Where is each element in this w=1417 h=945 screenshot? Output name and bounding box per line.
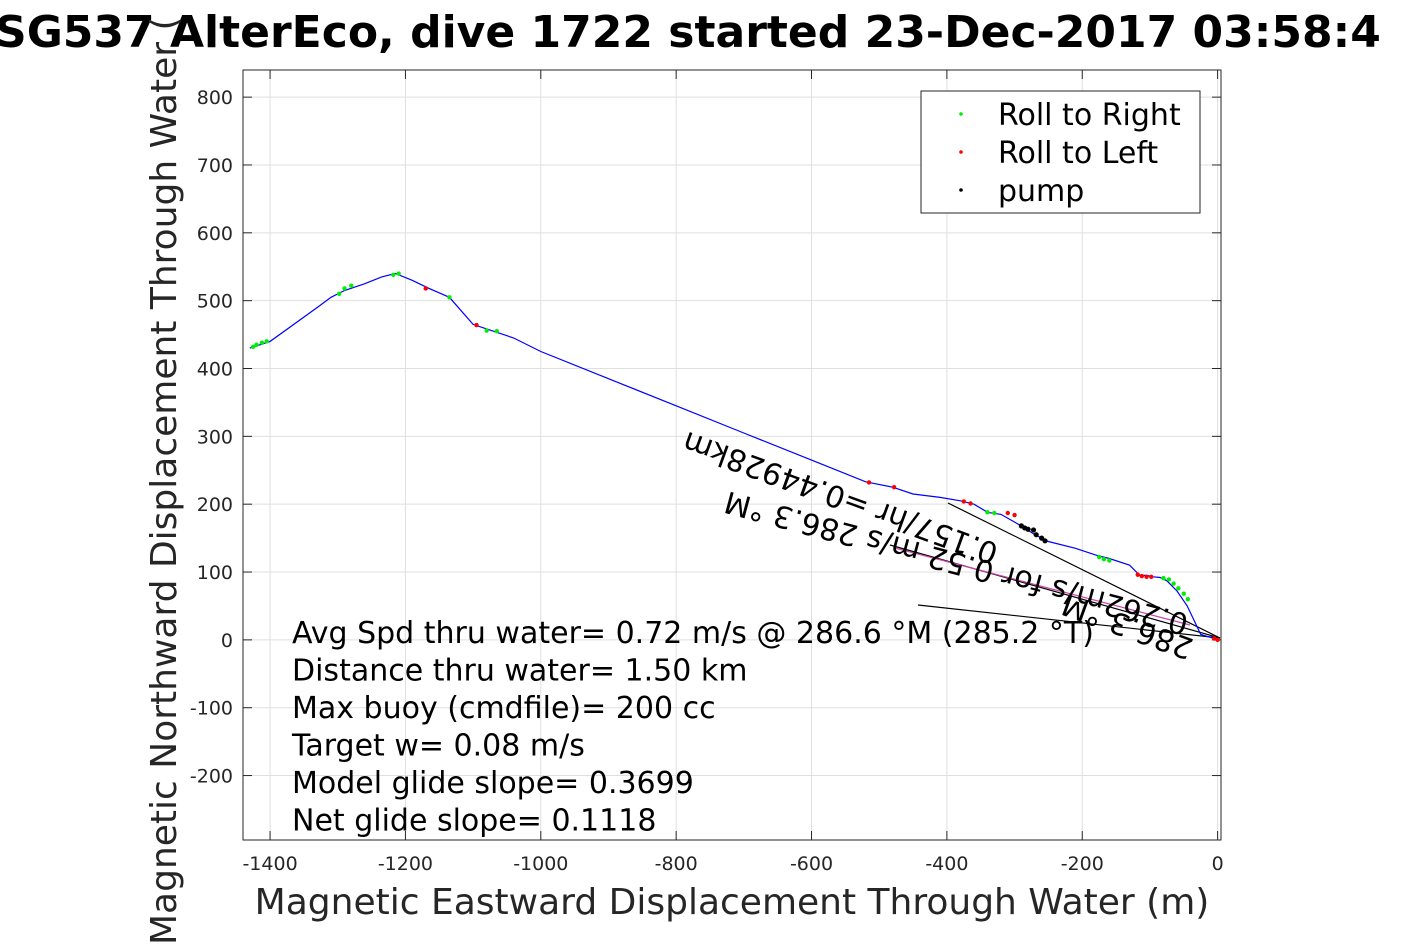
plot-area-frame <box>242 69 1222 841</box>
pump-point <box>1030 527 1037 533</box>
summary-line: Model glide slope= 0.3699 <box>292 766 694 801</box>
summary-annotations: Avg Spd thru water= 0.72 m/s @ 286.6 °M … <box>291 616 1094 839</box>
y-tick-label: 400 <box>197 359 233 381</box>
y-tick-label: 600 <box>197 223 233 245</box>
roll-right-point <box>985 510 990 515</box>
summary-line: Net glide slope= 0.1118 <box>292 804 656 839</box>
roll-right-point <box>250 344 256 349</box>
roll-right-point <box>396 271 401 276</box>
y-tick-label: 200 <box>197 494 233 516</box>
legend-box <box>920 90 1201 214</box>
roll-right-point <box>1107 558 1112 563</box>
legend-marker-roll-right <box>959 112 963 116</box>
axis-ticks: -1400 -1200 -1000 -800 -600 -400 -200 0-200-100… <box>190 70 1224 875</box>
summary-line: Max buoy (cmdfile)= 200 cc <box>292 691 716 726</box>
roll-left-point <box>866 480 872 485</box>
y-tick-label: 100 <box>197 562 233 584</box>
roll-right-point <box>447 295 452 300</box>
pump-point <box>1025 526 1031 532</box>
legend-marker-roll-left <box>959 150 963 154</box>
chart-title: SG537 AlterEco, dive 1722 started 23-Dec… <box>0 7 1381 58</box>
roll-right-point <box>254 342 259 347</box>
roll-left-point <box>1215 637 1220 643</box>
track-markers <box>250 271 1220 643</box>
glide-vectors <box>889 502 1221 639</box>
roll-right-point <box>342 286 347 291</box>
roll-right-point <box>1181 591 1186 596</box>
x-tick-label: -1400 <box>242 853 297 875</box>
roll-left-point <box>961 499 967 504</box>
y-tick-label: 300 <box>197 426 233 448</box>
x-tick-label: -200 <box>1061 853 1104 875</box>
y-tick-label: 500 <box>197 291 233 313</box>
vector-line-upper <box>947 502 1221 639</box>
roll-left-point <box>1139 573 1145 579</box>
roll-right-point <box>259 340 265 345</box>
roll-left-point <box>1135 572 1140 577</box>
summary-line: Distance thru water= 1.50 km <box>292 654 747 689</box>
roll-right-point <box>484 328 489 333</box>
roll-left-point <box>1144 574 1149 579</box>
x-tick-label: -400 <box>925 853 968 875</box>
y-tick-label: 700 <box>197 155 233 177</box>
roll-right-point <box>992 510 997 516</box>
roll-right-point <box>1166 577 1172 582</box>
x-tick-label: 0 <box>1212 853 1224 875</box>
roll-left-point <box>1005 510 1011 516</box>
x-tick-label: -800 <box>655 853 698 875</box>
roll-left-point <box>1149 574 1154 579</box>
roll-right-point <box>1096 554 1102 560</box>
pump-point <box>1042 538 1048 544</box>
roll-right-point <box>349 283 354 288</box>
legend: Roll to Right Roll to Left pump <box>920 90 1201 214</box>
roll-left-point <box>968 501 973 506</box>
roll-right-point <box>1161 575 1166 581</box>
y-tick-label: -100 <box>190 698 233 720</box>
vector-line-lower <box>917 604 1221 639</box>
legend-label-roll-left: Roll to Left <box>998 136 1158 171</box>
y-tick-label: 0 <box>221 630 233 652</box>
roll-right-point <box>336 291 342 297</box>
roll-left-point <box>1012 512 1017 518</box>
roll-right-point <box>391 272 396 278</box>
x-axis-label: Magnetic Eastward Displacement Through W… <box>255 882 1210 923</box>
summary-line: Target w= 0.08 m/s <box>291 729 585 764</box>
roll-left-point <box>423 286 428 291</box>
roll-right-point <box>1176 586 1181 591</box>
roll-right-point <box>494 328 500 334</box>
pump-point <box>1033 532 1039 538</box>
y-tick-label: 800 <box>197 87 233 109</box>
legend-label-pump: pump <box>998 174 1084 209</box>
legend-label-roll-right: Roll to Right <box>998 98 1181 133</box>
legend-marker-pump <box>959 188 963 192</box>
roll-right-point <box>1171 581 1176 586</box>
roll-right-point <box>264 339 269 344</box>
x-tick-label: -1000 <box>513 853 568 875</box>
summary-line: Avg Spd thru water= 0.72 m/s @ 286.6 °M … <box>292 616 1094 651</box>
roll-left-point <box>474 322 479 328</box>
roll-right-point <box>1101 556 1107 562</box>
roll-left-point <box>1212 636 1217 641</box>
vector-line-pink <box>894 547 1191 626</box>
roll-right-point <box>1185 596 1191 602</box>
x-tick-label: -600 <box>790 853 833 875</box>
x-tick-label: -1200 <box>378 853 433 875</box>
y-axis-label: Magnetic Northward Displacement Through … <box>144 16 185 945</box>
y-tick-label: -200 <box>190 766 233 788</box>
roll-left-point <box>891 485 897 490</box>
